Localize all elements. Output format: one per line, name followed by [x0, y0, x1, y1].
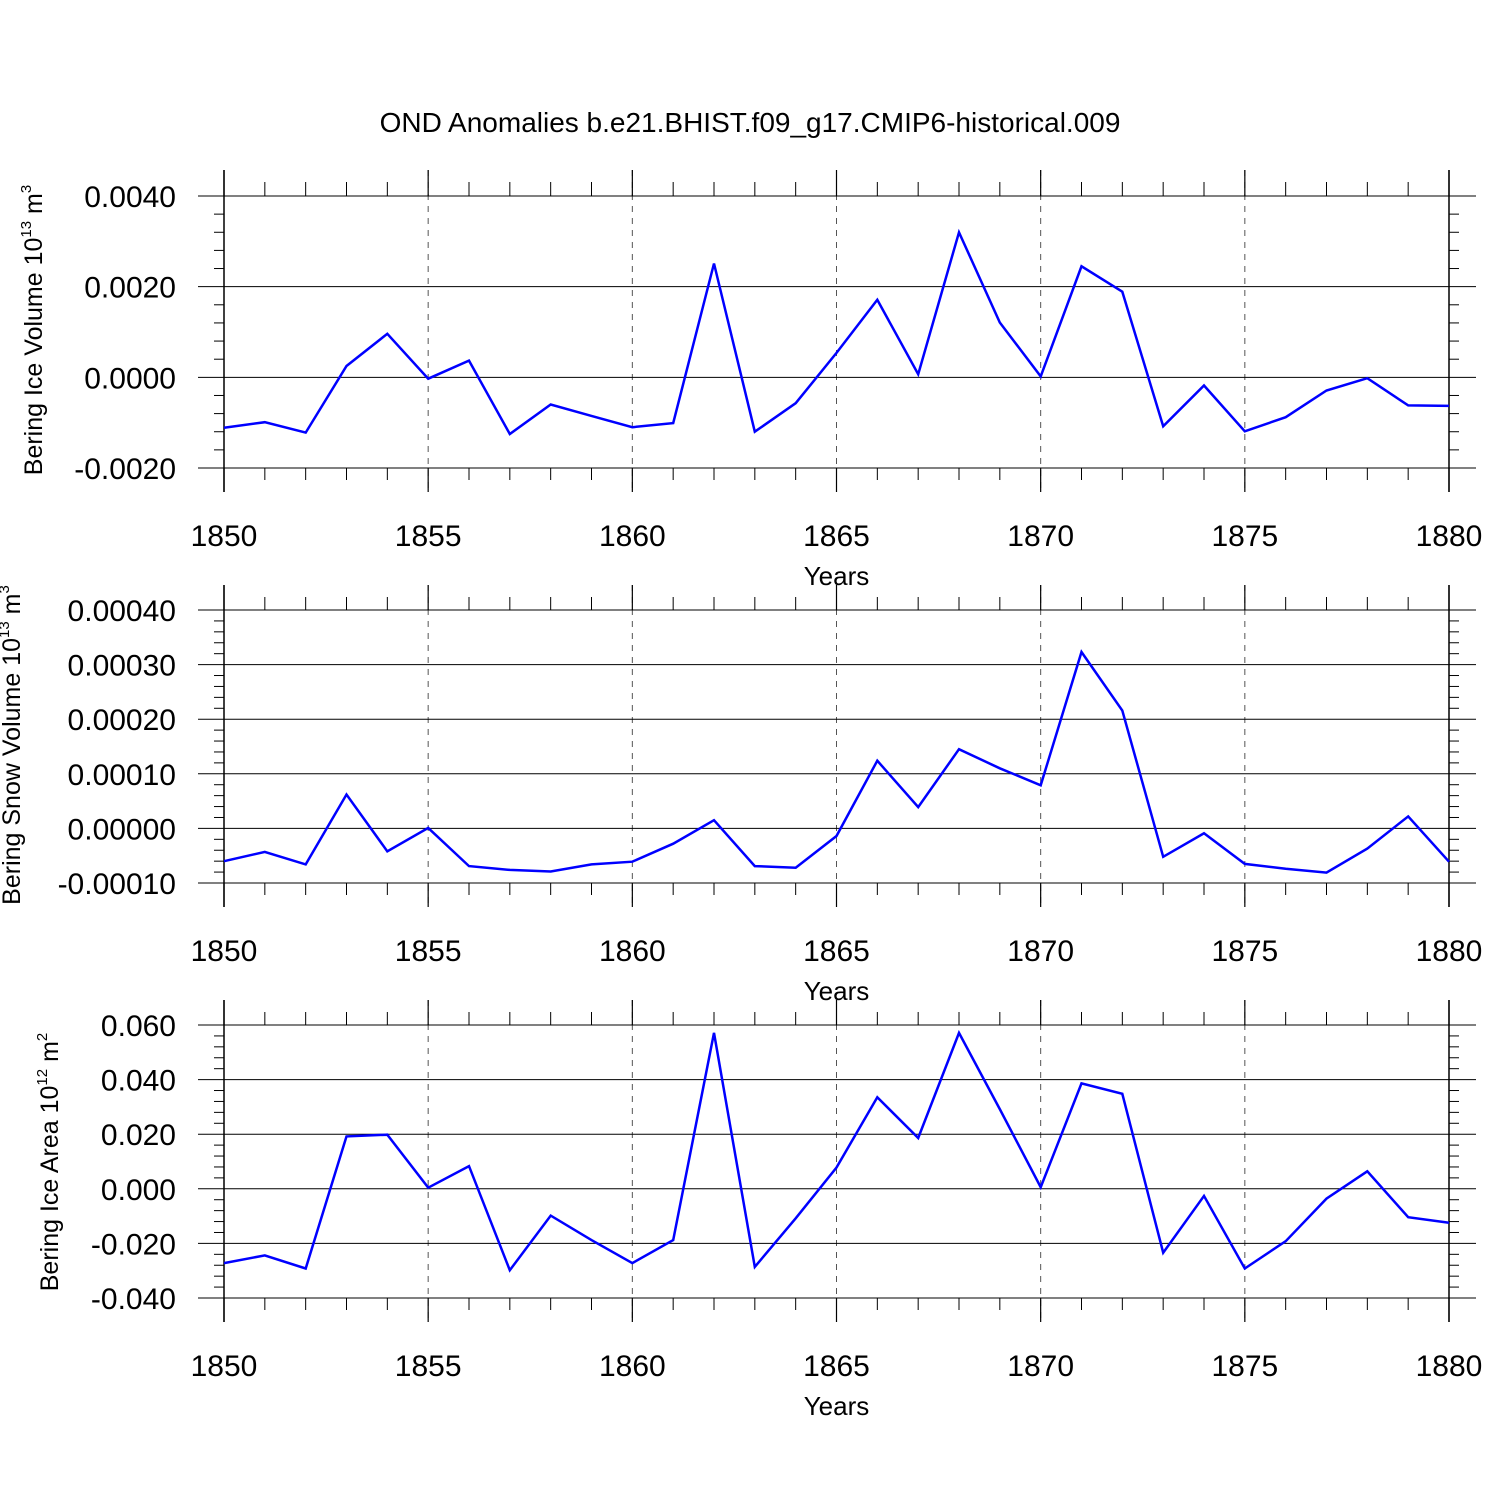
- x-tick-label: 1865: [803, 935, 870, 968]
- y-tick-label: 0.00000: [68, 813, 176, 846]
- y-axis-label: Bering Ice Area 1012 m2: [34, 1033, 64, 1292]
- y-axis-label-unit-exponent: 3: [0, 585, 13, 593]
- x-tick-label: 1875: [1211, 935, 1278, 968]
- y-axis-label-unit-exponent: 3: [18, 185, 35, 193]
- y-tick-label: 0.040: [101, 1065, 176, 1098]
- x-tick-label: 1865: [803, 520, 870, 553]
- y-tick-label: -0.0020: [74, 453, 176, 486]
- chart-panel-1: -0.0020 0.0000 0.0020 0.0040 1850 1855 1860 186…: [18, 170, 1482, 591]
- y-tick-label: 0.060: [101, 1010, 176, 1043]
- y-axis-label: Bering Ice Volume 1013 m3: [18, 185, 48, 475]
- x-tick-label: 1855: [395, 520, 462, 553]
- y-tick-label: -0.020: [91, 1228, 176, 1261]
- x-tick-label: 1875: [1211, 1350, 1278, 1383]
- chart-panel-2: -0.00010 0.00000 0.00010 0.00020 0.00030 0.00…: [0, 585, 1482, 1006]
- y-tick-label: 0.0020: [84, 272, 176, 305]
- y-tick-label: 0.00010: [68, 759, 176, 792]
- y-tick-label: 0.00040: [68, 595, 176, 628]
- x-tick-label: 1880: [1416, 935, 1483, 968]
- y-axis-label-unit: m: [36, 1041, 64, 1069]
- y-tick-label: -0.040: [91, 1283, 176, 1316]
- y-axis-label: Bering Snow Volume 1013 m3: [0, 585, 26, 905]
- y-tick-label: 0.0000: [84, 362, 176, 395]
- x-tick-label: 1880: [1416, 520, 1483, 553]
- x-tick-label: 1855: [395, 935, 462, 968]
- y-axis-label-text: Bering Snow Volume 10: [0, 638, 26, 905]
- y-tick-label: 0.00030: [68, 650, 176, 683]
- x-tick-label: 1850: [191, 520, 258, 553]
- x-axis-label: Years: [804, 1391, 870, 1421]
- x-tick-label: 1860: [599, 935, 666, 968]
- y-tick-label: -0.00010: [58, 868, 176, 901]
- x-tick-label: 1870: [1007, 1350, 1074, 1383]
- y-tick-label: 0.000: [101, 1174, 176, 1207]
- y-axis-label-exponent: 13: [18, 221, 35, 238]
- y-axis-label-text: Bering Ice Volume 10: [20, 238, 48, 476]
- figure-title: OND Anomalies b.e21.BHIST.f09_g17.CMIP6-…: [380, 107, 1121, 138]
- y-axis-label-text: Bering Ice Area 10: [36, 1086, 64, 1292]
- y-axis-label-unit: m: [20, 193, 48, 221]
- series-line: [223, 1029, 1450, 1273]
- y-axis-label-exponent: 12: [34, 1069, 51, 1086]
- x-tick-label: 1850: [191, 935, 258, 968]
- x-tick-label: 1860: [599, 520, 666, 553]
- x-tick-label: 1870: [1007, 520, 1074, 553]
- x-tick-label: 1855: [395, 1350, 462, 1383]
- y-axis-label-exponent: 13: [0, 621, 13, 638]
- y-axis-label-unit: m: [0, 594, 26, 622]
- x-tick-label: 1880: [1416, 1350, 1483, 1383]
- y-tick-label: 0.0040: [84, 181, 176, 214]
- y-tick-label: 0.020: [101, 1119, 176, 1152]
- x-tick-label: 1875: [1211, 520, 1278, 553]
- chart-panel-3: -0.040 -0.020 0.000 0.020 0.040 0.060 1850 1855…: [34, 1000, 1482, 1421]
- x-tick-label: 1870: [1007, 935, 1074, 968]
- y-tick-label: 0.00020: [68, 704, 176, 737]
- x-tick-label: 1860: [599, 1350, 666, 1383]
- x-tick-label: 1850: [191, 1350, 258, 1383]
- x-tick-label: 1865: [803, 1350, 870, 1383]
- y-axis-label-unit-exponent: 2: [34, 1033, 51, 1041]
